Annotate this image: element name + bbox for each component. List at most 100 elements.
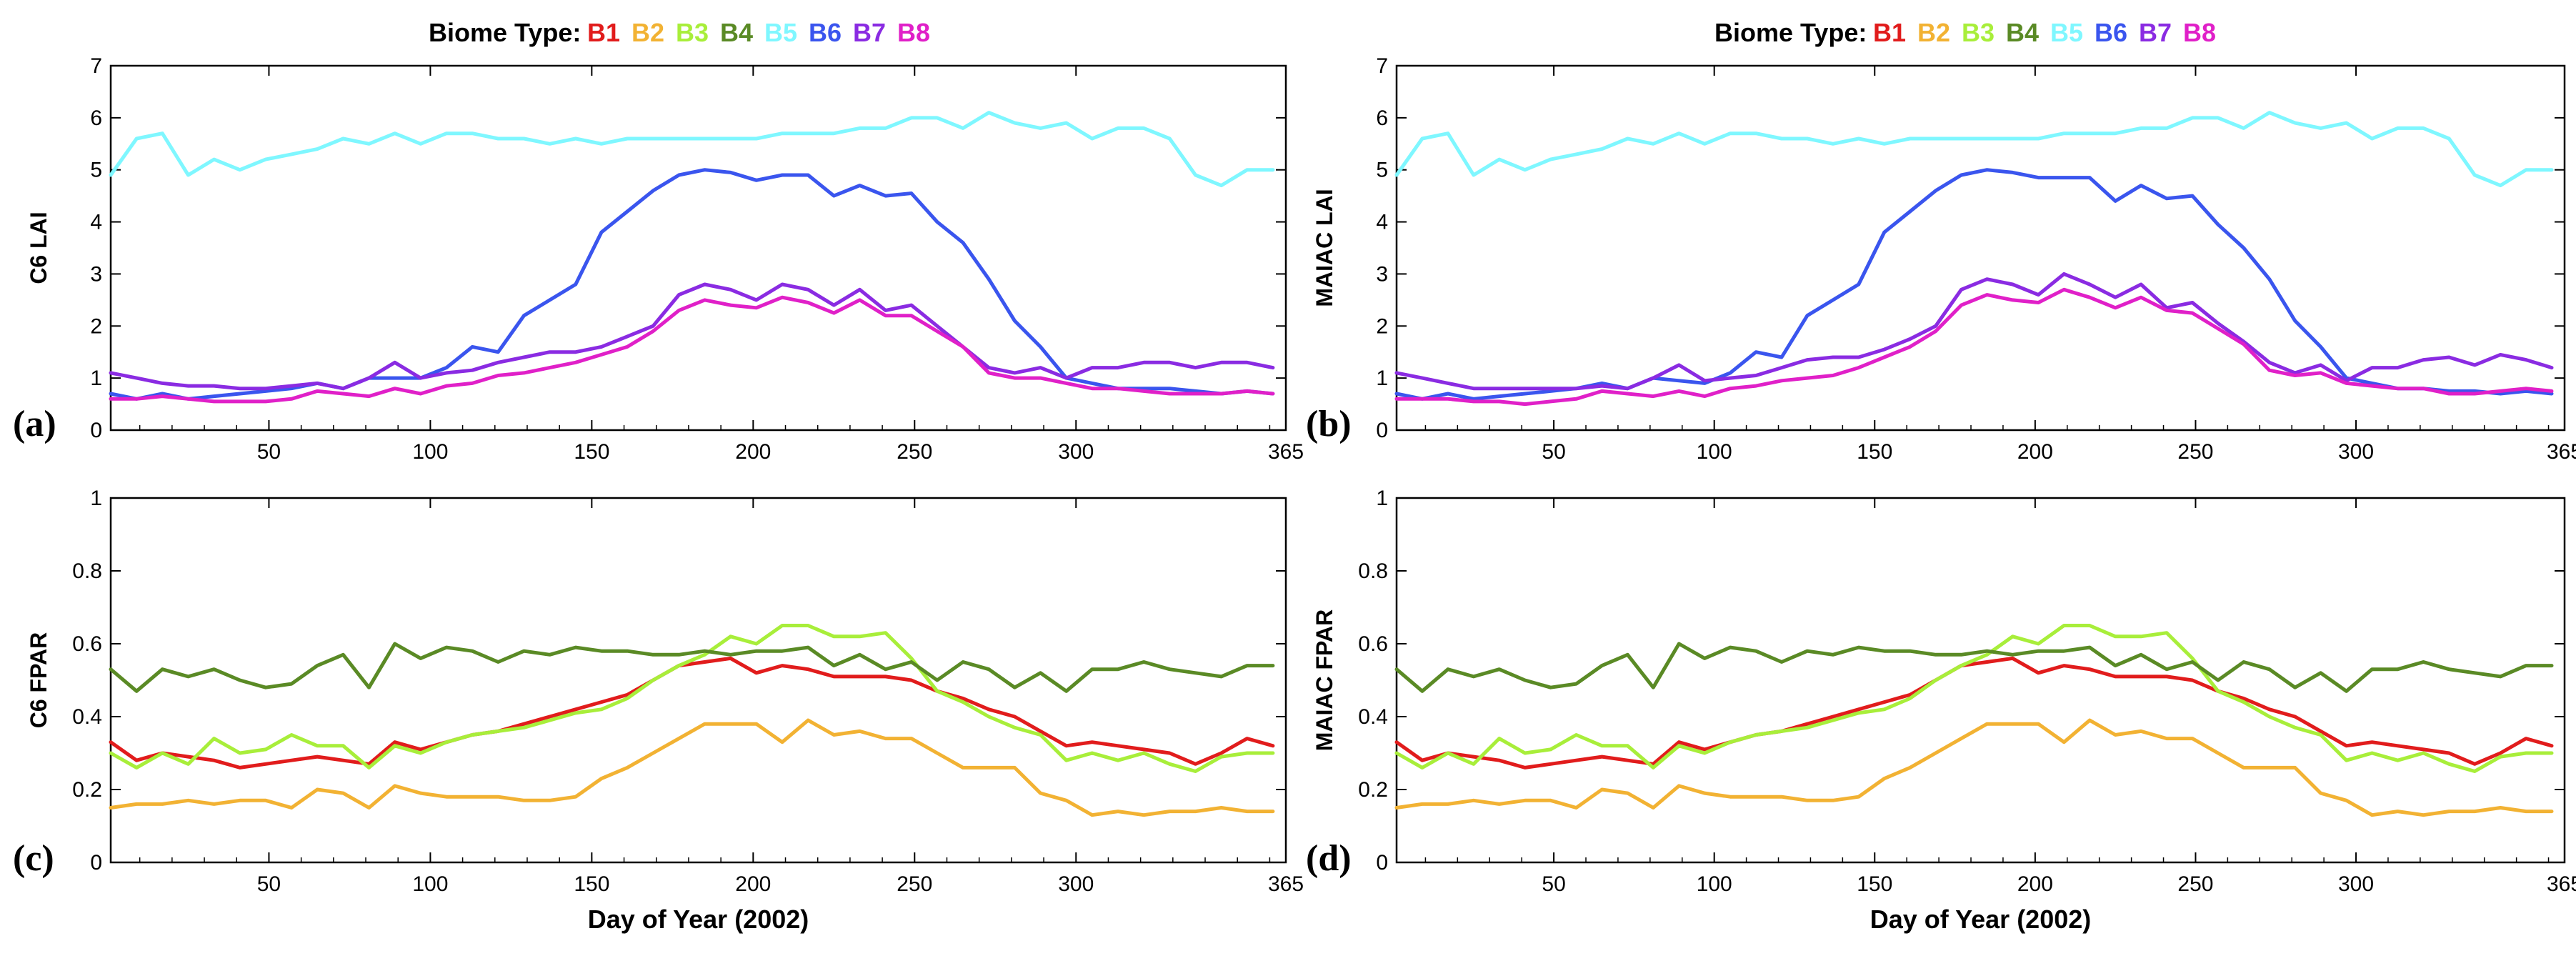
series-line-b8	[1394, 287, 2554, 407]
x-tick-label: 100	[1697, 440, 1732, 464]
panel-b: 0 1 2 3 4 5 6 7 50 100 150 200 250 300 365 MAIAC LAI (b)	[1306, 54, 2576, 464]
x-tick-label: 150	[574, 440, 609, 464]
y-tick-label: 2	[90, 314, 102, 338]
x-tick-label: 200	[2017, 440, 2053, 464]
y-axis-label: MAIAC LAI	[1312, 189, 1337, 307]
panel-label: (c)	[13, 838, 54, 879]
series-line-b1	[109, 656, 1275, 770]
x-tick-label: 150	[574, 872, 609, 896]
y-tick-label: 0	[90, 851, 102, 875]
x-tick-label: 250	[2177, 440, 2213, 464]
y-axis-label: C6 FPAR	[26, 632, 51, 729]
y-tick-label: 0.4	[1358, 705, 1388, 729]
x-tick-label: 200	[2017, 872, 2053, 896]
y-tick-label: 5	[90, 159, 102, 182]
y-tick-label: 6	[90, 106, 102, 130]
y-tick-label: 1	[90, 487, 102, 510]
legend-entry-b2: B2	[1917, 18, 1950, 47]
y-tick-label: 3	[1376, 262, 1388, 286]
x-tick-label: 100	[412, 872, 448, 896]
panel-label: (d)	[1306, 838, 1352, 879]
series-line-b2	[109, 718, 1275, 817]
x-axis-label: Day of Year (2002)	[1870, 905, 2092, 934]
series-line-b5	[109, 111, 1275, 188]
x-tick-label: 50	[257, 872, 281, 896]
y-tick-label: 4	[90, 211, 102, 234]
x-tick-label: 50	[257, 440, 281, 464]
plot-frame	[1395, 497, 2566, 864]
y-tick-label: 4	[1376, 211, 1388, 234]
y-tick-label: 0.2	[72, 778, 102, 802]
series-line-b8	[109, 295, 1275, 404]
x-tick-label: 300	[2338, 440, 2374, 464]
legend-entry-b8: B8	[2183, 18, 2216, 47]
series-line-b6	[109, 168, 1275, 401]
legend-entry-b3: B3	[1962, 18, 1995, 47]
legend-prefix: Biome Type:	[429, 18, 581, 47]
x-tick-label: 200	[735, 440, 771, 464]
legend-prefix: Biome Type:	[1714, 18, 1867, 47]
y-tick-label: 0	[1376, 851, 1388, 875]
x-tick-label: 100	[412, 440, 448, 464]
y-tick-label: 6	[1376, 106, 1388, 130]
y-tick-label: 1	[1376, 487, 1388, 510]
y-tick-label: 0.6	[72, 632, 102, 656]
y-tick-label: 5	[1376, 159, 1388, 182]
series-line-b7	[109, 282, 1275, 391]
legend-entry-b7: B7	[2139, 18, 2172, 47]
panel-label: (b)	[1306, 404, 1352, 444]
x-tick-label: 250	[897, 440, 932, 464]
legend-entry-b4: B4	[2006, 18, 2039, 47]
legend-entry-b4: B4	[720, 18, 753, 47]
y-tick-label: 0.2	[1358, 778, 1388, 802]
panel-d: 00.20.40.60.8150100150200250300365MAIAC …	[1306, 487, 2576, 934]
y-tick-label: 7	[90, 54, 102, 78]
y-tick-label: 0	[1376, 419, 1388, 442]
y-axis-label: C6 LAI	[26, 211, 51, 284]
series-line-b5	[1394, 111, 2554, 188]
x-axis-label: Day of Year (2002)	[588, 905, 809, 934]
y-axis-label: MAIAC FPAR	[1312, 609, 1337, 752]
series-line-b7	[1394, 272, 2554, 391]
x-tick-label: 50	[1542, 440, 1565, 464]
plot-frame	[109, 64, 1287, 432]
x-tick-label: 250	[897, 872, 932, 896]
y-tick-label: 0.8	[1358, 559, 1388, 583]
x-tick-label: 365	[2547, 872, 2576, 896]
plot-frame	[109, 497, 1287, 864]
x-tick-label: 365	[1268, 440, 1304, 464]
legend-entry-b6: B6	[2095, 18, 2127, 47]
x-tick-label: 300	[2338, 872, 2374, 896]
x-tick-label: 50	[1542, 872, 1565, 896]
legend-entry-b2: B2	[631, 18, 664, 47]
legend-entry-b1: B1	[1873, 18, 1906, 47]
panel-label: (a)	[13, 404, 56, 444]
y-tick-label: 1	[1376, 367, 1388, 390]
series-line-b3	[1394, 624, 2554, 773]
x-tick-label: 300	[1058, 440, 1094, 464]
panel-a: 0 1 2 3 4 5 6 7 50 100 150 200 250 300 365 C6 LAI (a)	[13, 54, 1304, 464]
y-tick-label: 0	[90, 419, 102, 442]
legend-entry-b6: B6	[809, 18, 842, 47]
legend-entry-b8: B8	[897, 18, 930, 47]
y-tick-label: 0.8	[72, 559, 102, 583]
series-line-b1	[1394, 656, 2554, 770]
plot-frame	[1395, 64, 2566, 432]
x-tick-label: 300	[1058, 872, 1094, 896]
legend-2: Biome Type: B1 B2 B3 B4 B5 B6 B7 B8	[1714, 18, 2216, 47]
x-tick-label: 250	[2177, 872, 2213, 896]
x-tick-label: 200	[735, 872, 771, 896]
series-line-b4	[1394, 642, 2554, 693]
y-tick-label: 0.4	[72, 705, 102, 729]
series-line-b3	[109, 624, 1275, 773]
legend-entry-b3: B3	[676, 18, 709, 47]
series-line-b2	[1394, 718, 2554, 817]
x-tick-label: 150	[1857, 872, 1892, 896]
y-tick-label: 7	[1376, 54, 1388, 78]
y-tick-label: 2	[1376, 314, 1388, 338]
legend-entry-b1: B1	[587, 18, 620, 47]
series-line-b4	[109, 642, 1275, 693]
legend-entry-b7: B7	[853, 18, 886, 47]
